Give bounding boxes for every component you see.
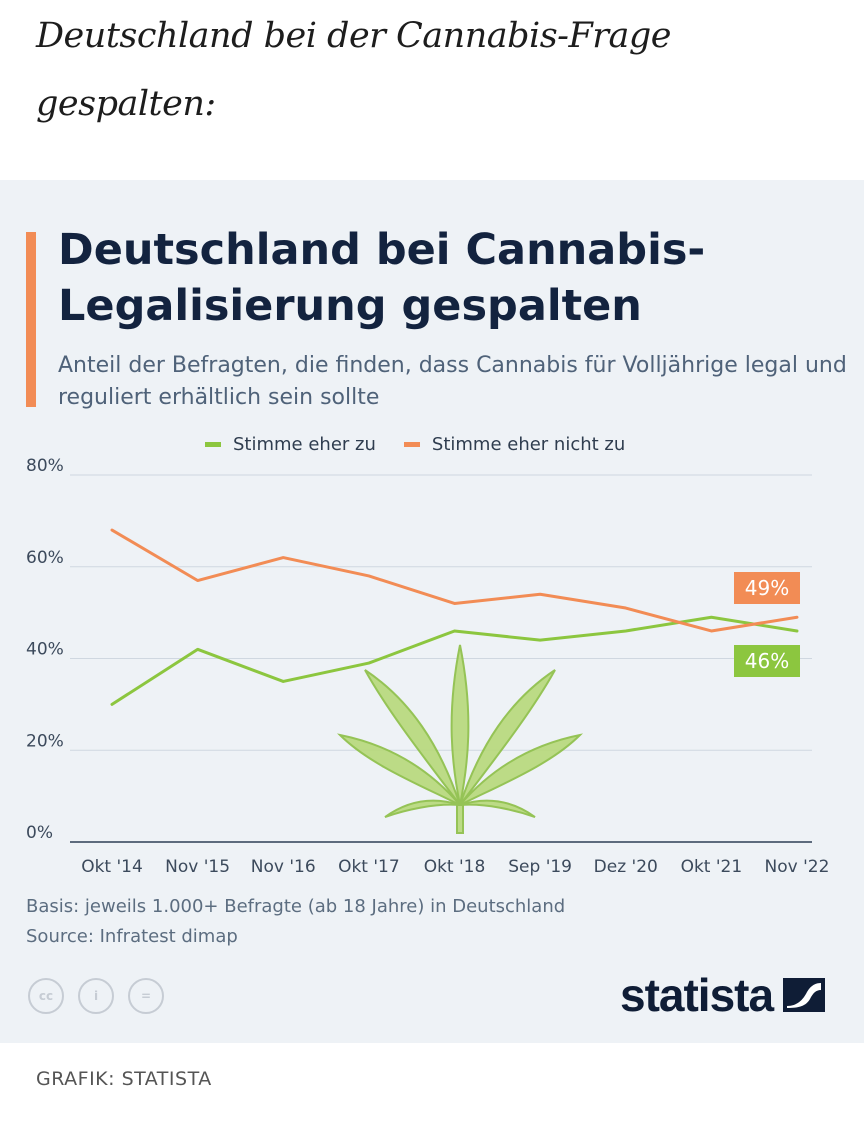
legend-swatch-disagree — [403, 442, 420, 447]
cannabis-leaf-icon — [336, 644, 584, 834]
x-tick-label: Nov '15 — [165, 857, 230, 877]
title-accent-bar — [26, 232, 36, 407]
end-label-box-agree — [734, 645, 800, 677]
footnote-basis: Basis: jeweils 1.000+ Befragte (ab 18 Ja… — [26, 896, 566, 917]
by-icon[interactable]: i — [78, 978, 114, 1014]
end-label-disagree: 49% — [734, 572, 800, 604]
legend-label-disagree: Stimme eher nicht zu — [431, 434, 626, 455]
x-tick-label: Sep '19 — [508, 857, 572, 877]
legend-swatch-agree — [205, 442, 221, 447]
chart-title: Deutschland bei Cannabis-Legalisierung g… — [58, 225, 706, 331]
y-tick-label: 60% — [26, 548, 64, 568]
statista-brand[interactable]: statista — [620, 968, 826, 1022]
license-icons: cc i = — [28, 978, 178, 1014]
y-tick-label: 0% — [26, 823, 53, 843]
legend-item-agree: Stimme eher zu — [205, 434, 376, 455]
infographic-card — [0, 180, 864, 1043]
line-chart: 0% 20% 40% 60% 80% Okt '14 Nov '15 Nov '16 Okt '… — [26, 456, 830, 877]
end-label-text-disagree: 49% — [745, 576, 789, 600]
end-label-text-agree: 46% — [745, 649, 789, 673]
series-line-disagree — [110, 528, 799, 633]
end-label-agree: 46% — [734, 645, 800, 677]
x-tick-label: Okt '14 — [81, 857, 143, 877]
nd-icon[interactable]: = — [128, 978, 164, 1014]
end-label-box-disagree — [734, 572, 800, 604]
legend-item-disagree: Stimme eher nicht zu — [403, 434, 626, 455]
statista-logo-icon — [783, 978, 826, 1012]
chart-legend: Stimme eher zu Stimme eher nicht zu — [205, 434, 653, 455]
image-credit: GRAFIK: STATISTA — [36, 1068, 212, 1090]
article-headline: Deutschland bei der Cannabis-Frage gespa… — [36, 16, 672, 124]
x-tick-label: Nov '16 — [251, 857, 316, 877]
y-tick-label: 40% — [26, 640, 64, 660]
cc-icon[interactable]: cc — [28, 978, 64, 1014]
footnote-source: Source: Infratest dimap — [26, 926, 238, 947]
x-tick-label: Okt '17 — [338, 857, 400, 877]
x-tick-label: Okt '21 — [681, 857, 743, 877]
legend-label-agree: Stimme eher zu — [233, 434, 376, 455]
x-tick-label: Okt '18 — [424, 857, 486, 877]
brand-name: statista — [620, 969, 774, 1021]
x-tick-label: Nov '22 — [765, 857, 830, 877]
chart-subtitle: Anteil der Befragten, die finden, dass C… — [58, 353, 847, 410]
y-tick-label: 20% — [26, 731, 64, 751]
x-tick-label: Dez '20 — [594, 857, 658, 877]
y-tick-label: 80% — [26, 456, 64, 476]
